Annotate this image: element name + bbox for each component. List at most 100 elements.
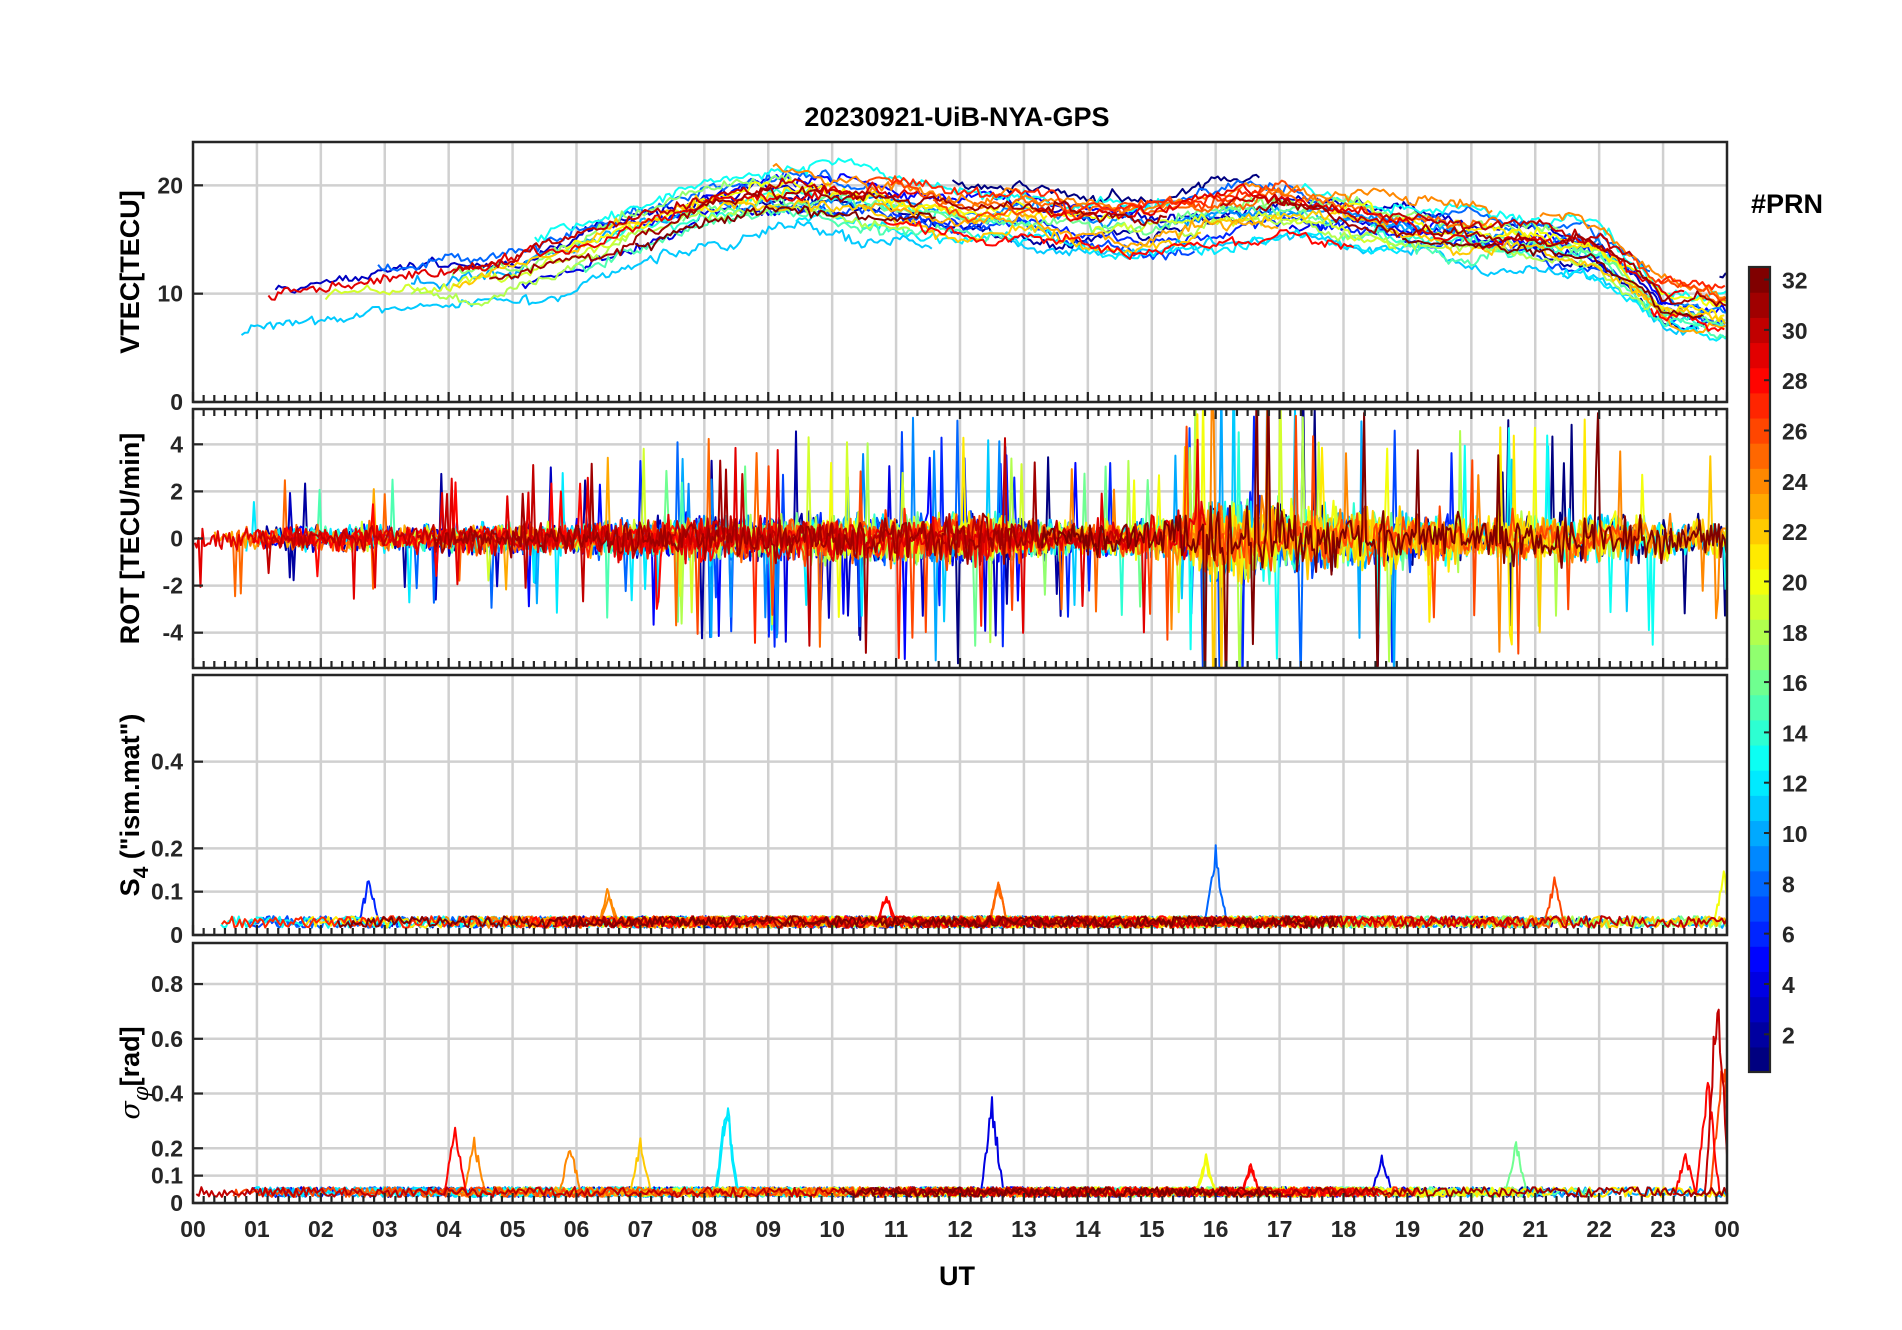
x-tick-label: 01	[244, 1216, 270, 1242]
y-tick-label-s4: 0.1	[151, 879, 183, 905]
colorbar-swatch	[1749, 342, 1770, 369]
colorbar-tick-label: 22	[1782, 519, 1808, 545]
series-line-prn-2	[758, 193, 1265, 251]
panel-vtec: 0 10 20 VTEC[TECU]	[115, 140, 1729, 415]
colorbar-tick-label: 10	[1782, 821, 1808, 847]
colorbar-swatch	[1749, 619, 1770, 645]
colorbar-swatch	[1749, 719, 1770, 746]
series-line-prn-12	[713, 1107, 740, 1196]
x-tick-label: 05	[500, 1216, 526, 1242]
chart-title: 20230921-UiB-NYA-GPS	[804, 102, 1109, 132]
series-line-prn-18	[1177, 214, 1678, 319]
y-tick-label-sigma: 0.4	[151, 1081, 183, 1107]
colorbar-swatch	[1749, 392, 1770, 419]
colorbar-tick-label: 6	[1782, 922, 1795, 948]
y-tick-label-sigma: 0	[170, 1190, 183, 1216]
panel-rot: -4 -2 0 2 4 ROT [TECU/min]	[115, 407, 1729, 670]
colorbar-tick-label: 18	[1782, 620, 1808, 646]
colorbar-swatch	[1749, 845, 1770, 872]
series-line-prn-32	[1402, 238, 1704, 319]
colorbar-swatch	[1749, 543, 1770, 570]
colorbar-tick-label: 12	[1782, 771, 1808, 797]
series-line-prn-22	[453, 194, 1202, 289]
series-line-prn-24	[557, 1150, 583, 1196]
x-tick-label: 17	[1267, 1216, 1293, 1242]
colorbar-swatch	[1749, 971, 1770, 998]
y-label-suffix: [rad]	[115, 1026, 145, 1086]
series-line-prn-28	[1672, 1153, 1699, 1196]
y-tick-label-vtec: 10	[157, 281, 183, 307]
series-line-prn-26	[1633, 258, 1727, 303]
colorbar-swatch	[1749, 292, 1770, 318]
series-line-prn-24	[461, 1136, 487, 1196]
x-tick-label: 19	[1395, 1216, 1421, 1242]
x-tick-label: 13	[1011, 1216, 1037, 1242]
colorbar-tick-label: 20	[1782, 569, 1808, 595]
x-tick-label: 00	[1714, 1216, 1740, 1242]
x-tick-label: 11	[884, 1216, 909, 1242]
y-label-main: S	[115, 878, 145, 896]
x-tick-label: 02	[308, 1216, 334, 1242]
colorbar-swatch	[1749, 669, 1770, 696]
series-line-prn-12	[795, 209, 1433, 260]
series-s4	[220, 844, 1727, 929]
colorbar-swatch	[1749, 770, 1770, 796]
colorbar-swatch	[1749, 895, 1770, 922]
x-tick-label: 09	[755, 1216, 781, 1242]
x-tick-label: 08	[692, 1216, 718, 1242]
series-line-prn-30	[452, 177, 867, 275]
series-line-prn-32	[1040, 409, 1727, 668]
series-line-prn-31	[489, 185, 1167, 280]
x-tick-label: 21	[1522, 1216, 1548, 1242]
colorbar-label: #PRN	[1751, 189, 1823, 219]
series-line-prn-18	[410, 203, 911, 307]
colorbar-tick-label: 2	[1782, 1022, 1795, 1048]
colorbar-tick-label: 24	[1782, 469, 1808, 495]
series-line-prn-1	[1719, 272, 1727, 279]
y-tick-label-s4: 0.4	[151, 749, 183, 775]
x-tick-label: 20	[1459, 1216, 1485, 1242]
colorbar-swatch	[1749, 493, 1770, 520]
series-line-prn-17	[451, 173, 793, 277]
panel-s4: 00.10.20.4S4 ("ism.mat")	[115, 673, 1729, 948]
series-line-prn-22	[627, 1137, 654, 1196]
series-line-prn-31	[431, 459, 1048, 654]
x-tick-label: 07	[628, 1216, 654, 1242]
colorbar-swatch	[1749, 417, 1770, 444]
series-line-prn-30	[1219, 193, 1634, 257]
series-line-prn-29	[267, 181, 918, 301]
colorbar-swatch	[1749, 744, 1770, 771]
series-line-prn-20	[1711, 870, 1727, 926]
series-line-prn-23	[862, 202, 1279, 248]
x-tick-labels: 00 01 02 03 04 05 06 07 08 09 10 11 12 13 14 15 16 17 18 19…	[180, 1216, 1740, 1242]
y-tick-label-sigma: 0.8	[151, 971, 183, 997]
y-tick-label-vtec: 0	[170, 389, 183, 415]
series-line-prn-20	[1193, 1153, 1219, 1196]
colorbar-swatch	[1749, 870, 1770, 897]
series-line-prn-22	[1219, 208, 1726, 325]
x-tick-label: 12	[947, 1216, 973, 1242]
series-line-prn-8	[1202, 844, 1229, 926]
series-rot	[193, 409, 1727, 668]
series-line-prn-4	[979, 1096, 1006, 1196]
axes-frame-rot	[191, 407, 1729, 670]
axes-frame-s4	[191, 673, 1729, 937]
x-tick-label: 16	[1203, 1216, 1229, 1242]
series-line-prn-32	[634, 205, 936, 252]
series-line-prn-23	[1628, 283, 1726, 334]
colorbar-tick-label: 30	[1782, 318, 1808, 344]
series-line-prn-30	[195, 1186, 1107, 1198]
y-axis-label-s4: S4 ("ism.mat")	[115, 714, 153, 897]
x-tick-label: 10	[819, 1216, 845, 1242]
series-line-prn-26	[865, 175, 1302, 223]
series-line-prn-21	[1449, 219, 1725, 321]
x-tick-label: 00	[180, 1216, 206, 1242]
y-axis-label-rot: ROT [TECU/min]	[115, 433, 145, 644]
colorbar-swatch	[1749, 694, 1770, 721]
series-line-prn-11	[240, 219, 933, 336]
y-tick-label-rot: -2	[163, 573, 183, 599]
series-line-prn-8	[1144, 179, 1651, 273]
y-axis-label-vtec: VTEC[TECU]	[115, 190, 145, 354]
